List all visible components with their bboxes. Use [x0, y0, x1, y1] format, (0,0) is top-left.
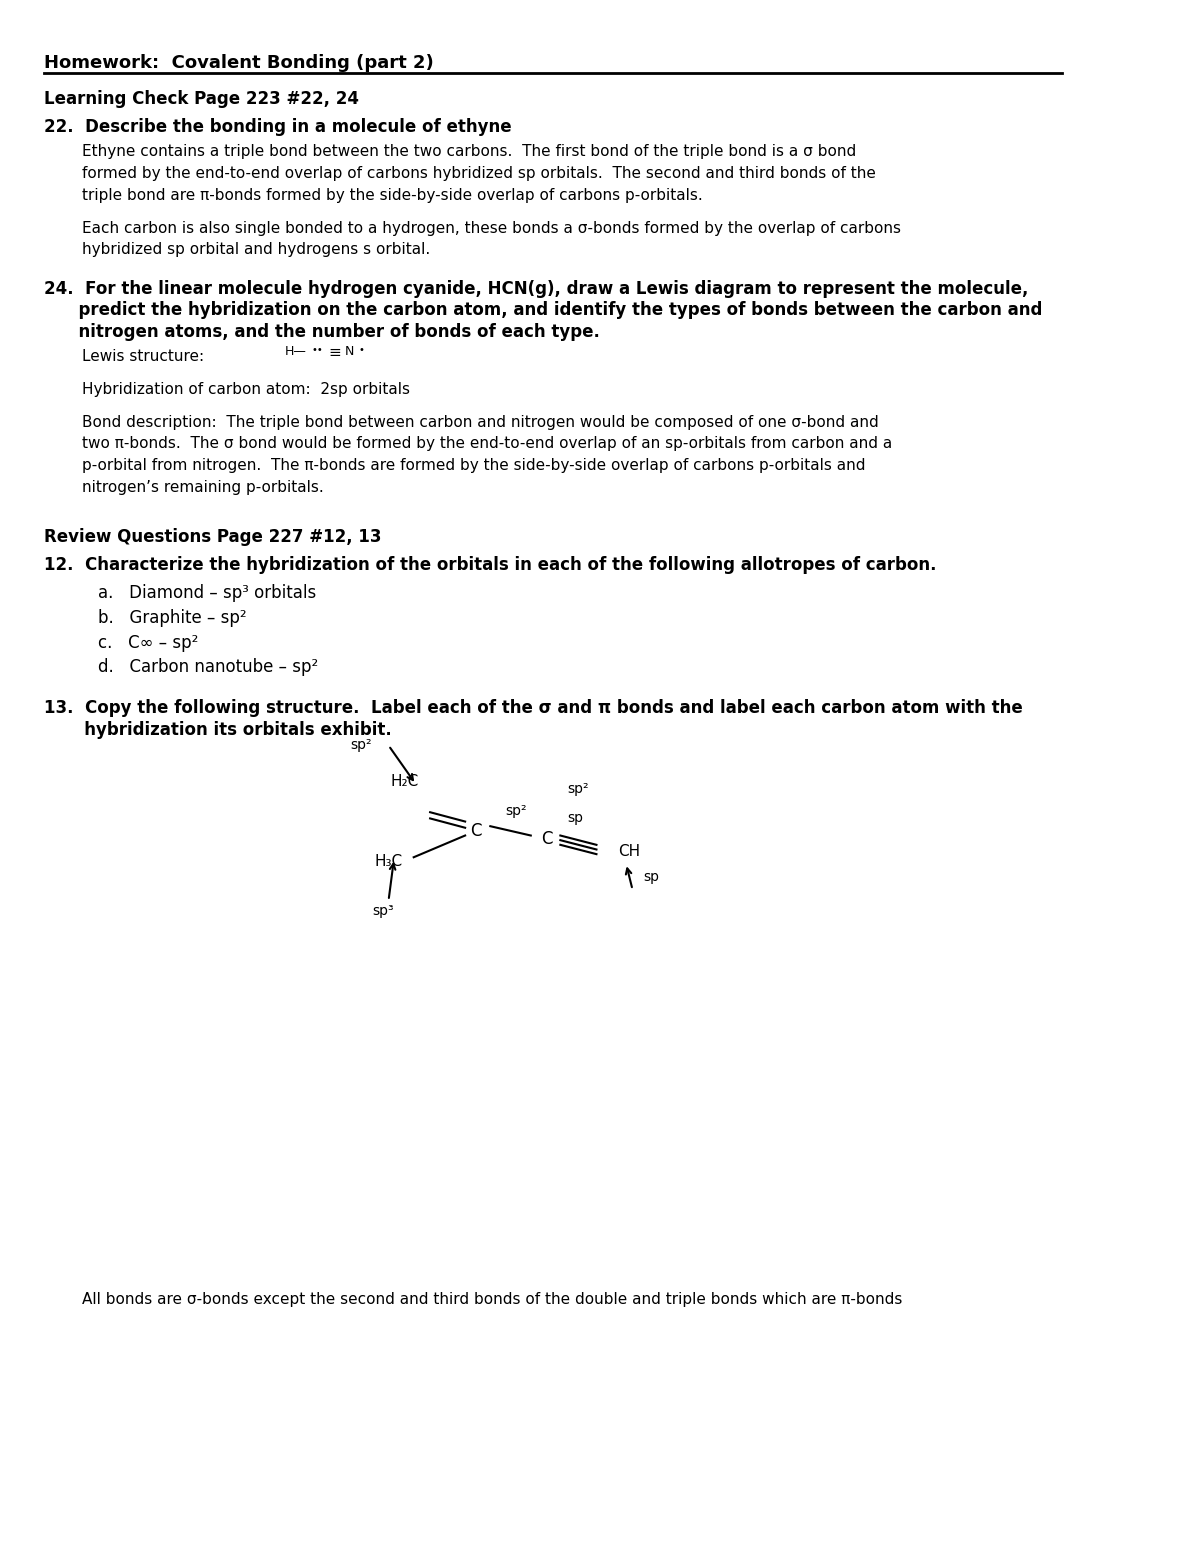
Text: sp: sp: [566, 811, 583, 826]
Text: Homework:  Covalent Bonding (part 2): Homework: Covalent Bonding (part 2): [43, 54, 433, 73]
Text: CH: CH: [618, 843, 641, 859]
Text: •: •: [359, 345, 365, 354]
Text: All bonds are σ-bonds except the second and third bonds of the double and triple: All bonds are σ-bonds except the second …: [82, 1292, 902, 1308]
Text: C: C: [541, 829, 553, 848]
Text: 13.  Copy the following structure.  Label each of the σ and π bonds and label ea: 13. Copy the following structure. Label …: [43, 699, 1022, 717]
Text: nitrogen’s remaining p-orbitals.: nitrogen’s remaining p-orbitals.: [82, 480, 324, 495]
Text: Each carbon is also single bonded to a hydrogen, these bonds a σ-bonds formed by: Each carbon is also single bonded to a h…: [82, 221, 901, 236]
Text: nitrogen atoms, and the number of bonds of each type.: nitrogen atoms, and the number of bonds …: [43, 323, 600, 342]
Text: sp³: sp³: [372, 904, 394, 918]
Text: H₃C: H₃C: [374, 854, 402, 870]
Text: H—: H—: [284, 345, 306, 357]
Text: Review Questions Page 227 #12, 13: Review Questions Page 227 #12, 13: [43, 528, 382, 547]
Text: sp²: sp²: [350, 738, 372, 752]
Text: Bond description:  The triple bond between carbon and nitrogen would be composed: Bond description: The triple bond betwee…: [82, 415, 878, 430]
Text: Lewis structure:: Lewis structure:: [82, 349, 214, 365]
Text: two π-bonds.  The σ bond would be formed by the end-to-end overlap of an sp-orbi: two π-bonds. The σ bond would be formed …: [82, 436, 893, 452]
Text: C: C: [470, 822, 482, 840]
Text: hybridized sp orbital and hydrogens s orbital.: hybridized sp orbital and hydrogens s or…: [82, 242, 431, 258]
Text: 24.  For the linear molecule hydrogen cyanide, HCN(g), draw a Lewis diagram to r: 24. For the linear molecule hydrogen cya…: [43, 280, 1028, 298]
Text: H₂C: H₂C: [391, 773, 419, 789]
Text: Learning Check Page 223 #22, 24: Learning Check Page 223 #22, 24: [43, 90, 359, 109]
Text: Hybridization of carbon atom:  2sp orbitals: Hybridization of carbon atom: 2sp orbita…: [82, 382, 410, 398]
Text: c.   C∞ – sp²: c. C∞ – sp²: [98, 634, 199, 652]
Text: 12.  Characterize the hybridization of the orbitals in each of the following all: 12. Characterize the hybridization of th…: [43, 556, 936, 575]
Text: ••: ••: [312, 345, 324, 354]
Text: a.   Diamond – sp³ orbitals: a. Diamond – sp³ orbitals: [98, 584, 317, 603]
Text: d.   Carbon nanotube – sp²: d. Carbon nanotube – sp²: [98, 658, 319, 677]
Text: N: N: [344, 345, 354, 357]
Text: p-orbital from nitrogen.  The π-bonds are formed by the side-by-side overlap of : p-orbital from nitrogen. The π-bonds are…: [82, 458, 865, 474]
Text: sp²: sp²: [566, 781, 588, 797]
Text: triple bond are π-bonds formed by the side-by-side overlap of carbons p-orbitals: triple bond are π-bonds formed by the si…: [82, 188, 703, 203]
Text: 22.  Describe the bonding in a molecule of ethyne: 22. Describe the bonding in a molecule o…: [43, 118, 511, 137]
Text: b.   Graphite – sp²: b. Graphite – sp²: [98, 609, 247, 627]
Text: hybridization its orbitals exhibit.: hybridization its orbitals exhibit.: [43, 721, 391, 739]
Text: formed by the end-to-end overlap of carbons hybridized sp orbitals.  The second : formed by the end-to-end overlap of carb…: [82, 166, 876, 182]
Text: ≡: ≡: [329, 345, 341, 360]
Text: Ethyne contains a triple bond between the two carbons.  The first bond of the tr: Ethyne contains a triple bond between th…: [82, 144, 857, 160]
Text: predict the hybridization on the carbon atom, and identify the types of bonds be: predict the hybridization on the carbon …: [43, 301, 1042, 320]
Text: sp²: sp²: [505, 803, 527, 818]
Text: sp: sp: [643, 870, 659, 884]
